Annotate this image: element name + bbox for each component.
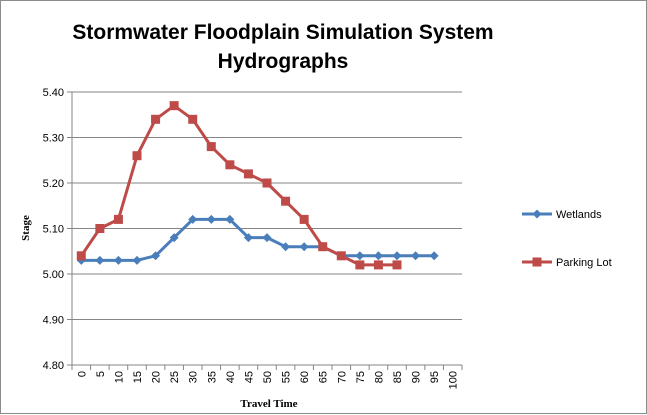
x-tick-label: 30 bbox=[188, 371, 200, 383]
x-tick-label: 75 bbox=[355, 371, 367, 383]
chart-title-line-2: Hydrographs bbox=[218, 50, 349, 73]
y-tick-label: 5.10 bbox=[43, 224, 64, 236]
parking-lot-marker bbox=[151, 114, 161, 124]
legend-wetlands-label: Wetlands bbox=[556, 209, 602, 221]
legend: Wetlands Parking Lot bbox=[522, 209, 612, 269]
parking-lot-marker bbox=[318, 242, 328, 252]
y-axis-label: Stage bbox=[20, 215, 32, 241]
wetlands-marker bbox=[95, 255, 105, 265]
x-tick-label: 35 bbox=[206, 371, 218, 383]
parking-lot-marker bbox=[95, 224, 105, 233]
y-tick-label: 5.20 bbox=[43, 178, 64, 190]
y-tick-label: 5.30 bbox=[43, 133, 64, 145]
wetlands-marker bbox=[188, 214, 198, 224]
wetlands-marker bbox=[113, 255, 123, 265]
parking-lot-line bbox=[80, 104, 397, 267]
y-tick-label: 4.80 bbox=[43, 360, 64, 372]
wetlands-marker bbox=[411, 251, 421, 261]
x-tick-label: 95 bbox=[429, 371, 441, 383]
x-tick-label: 0 bbox=[76, 371, 88, 377]
y-tick-labels: 4.80 4.90 5.00 5.10 5.20 5.30 5.40 bbox=[43, 87, 64, 372]
parking-lot-marker bbox=[113, 214, 123, 224]
parking-lot-marker bbox=[188, 114, 198, 124]
wetlands-marker bbox=[355, 251, 365, 261]
wetlands-marker bbox=[299, 242, 309, 252]
wetlands-marker bbox=[225, 214, 235, 224]
wetlands-marker bbox=[243, 233, 253, 243]
parking-lot-marker bbox=[243, 169, 253, 179]
y-tick-label: 5.00 bbox=[43, 269, 64, 281]
x-tick-label: 5 bbox=[95, 371, 107, 377]
y-tick-label: 5.40 bbox=[43, 87, 64, 99]
x-tick-label: 40 bbox=[225, 371, 237, 383]
plot-series bbox=[76, 101, 439, 270]
wetlands-marker bbox=[151, 251, 161, 261]
wetlands-marker bbox=[429, 251, 439, 261]
wetlands-marker bbox=[262, 233, 272, 243]
x-tick-label: 25 bbox=[169, 371, 181, 383]
parking-lot-marker bbox=[336, 251, 346, 261]
legend-parking-lot-label: Parking Lot bbox=[556, 257, 612, 269]
x-axis-label: Travel Time bbox=[240, 398, 297, 410]
x-tick-label: 60 bbox=[299, 371, 311, 383]
parking-lot-marker bbox=[299, 214, 309, 224]
legend-wetlands-marker bbox=[532, 209, 542, 219]
x-tick-label: 55 bbox=[281, 371, 293, 383]
parking-lot-marker bbox=[132, 151, 142, 161]
wetlands-marker bbox=[132, 255, 142, 265]
x-tick-label: 70 bbox=[336, 371, 348, 383]
parking-lot-marker bbox=[76, 251, 86, 261]
wetlands-marker bbox=[206, 214, 216, 224]
x-tick-label: 45 bbox=[243, 371, 255, 383]
wetlands-marker bbox=[392, 251, 402, 261]
x-tick-label: 90 bbox=[411, 371, 423, 383]
parking-lot-marker bbox=[206, 142, 216, 152]
gridlines bbox=[67, 91, 463, 370]
legend-parking-lot-marker bbox=[532, 257, 542, 267]
wetlands-marker bbox=[373, 251, 383, 261]
y-tick-label: 4.90 bbox=[43, 315, 64, 327]
chart-title-line-1: Stormwater Floodplain Simulation System bbox=[72, 21, 493, 44]
parking-lot-marker bbox=[281, 196, 291, 206]
x-tick-labels: 0 5 10 15 20 25 30 35 40 45 50 55 60 65 70 75 80 85 90 95 10… bbox=[76, 371, 459, 389]
x-tick-label: 20 bbox=[151, 371, 163, 383]
parking-lot-marker bbox=[355, 260, 365, 270]
x-tick-label: 85 bbox=[392, 371, 404, 383]
x-tick-label: 65 bbox=[318, 371, 330, 383]
parking-lot-marker bbox=[169, 101, 179, 111]
parking-lot-marker bbox=[225, 160, 235, 170]
x-tick-label: 80 bbox=[373, 371, 385, 383]
wetlands-marker bbox=[169, 233, 179, 243]
parking-lot-marker bbox=[373, 260, 383, 270]
x-tick-label: 50 bbox=[262, 371, 274, 383]
x-tick-label: 100 bbox=[448, 371, 460, 389]
wetlands-marker bbox=[281, 242, 291, 252]
parking-lot-marker bbox=[262, 178, 272, 188]
x-tick-label: 15 bbox=[132, 371, 144, 383]
parking-lot-marker bbox=[392, 260, 402, 270]
x-tick-label: 10 bbox=[113, 371, 125, 383]
